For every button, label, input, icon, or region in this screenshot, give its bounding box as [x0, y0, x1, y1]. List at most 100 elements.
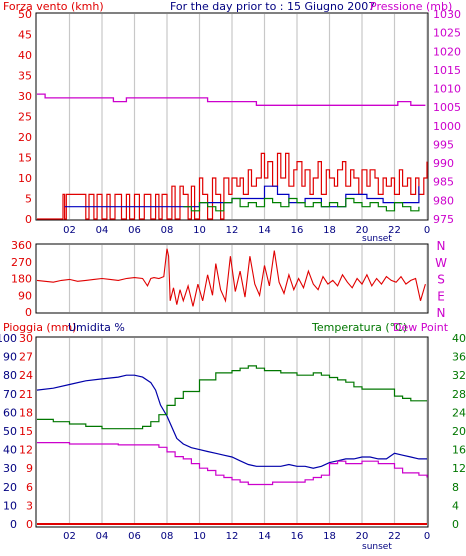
wind-time-tick-label: 14: [258, 225, 271, 236]
direction-line: [36, 248, 426, 307]
wind-time-tick-label: 16: [291, 225, 304, 236]
humidity-tick-label: 24: [19, 369, 33, 382]
wind-speed-label: Forza vento (kmh): [3, 0, 104, 13]
temperature-tick-label: 24: [452, 406, 466, 419]
humidity-tick-label: 9: [26, 462, 33, 475]
temperature-tick-label: 16: [452, 444, 466, 457]
chart-title: For the day prior to : 15 Giugno 2007: [170, 0, 375, 13]
temperature-tick-label: 40: [452, 332, 466, 345]
wind-time-axis: 02 04 06 08 10 12 14 16 18 20 22 0: [63, 225, 430, 236]
temperature-tick-label: 4: [452, 499, 459, 512]
humidity-time-tick-label: 14: [258, 531, 271, 542]
sunset-marker-bottom: sunset: [362, 542, 392, 552]
humidity-time-tick-label: 16: [291, 531, 304, 542]
humidity-tick-label: 3: [26, 499, 33, 512]
compass-label: E: [437, 289, 445, 303]
wind-time-tick-label: 20: [356, 225, 369, 236]
pressure-tick-label: 980: [433, 194, 454, 207]
humidity-time-tick-label: 06: [128, 531, 141, 542]
rain-tick-label: 30: [3, 462, 17, 475]
temperature-tick-label: 36: [452, 351, 466, 364]
humidity-axis: 0 3 6 9 12 15 18 21 24 27 30: [19, 332, 33, 531]
wind-time-tick-label: 08: [161, 225, 174, 236]
pressure-tick-label: 975: [433, 213, 454, 226]
wind-series: [37, 93, 428, 220]
humidity-time-tick-label: 12: [226, 531, 239, 542]
wind-speed-tick-label: 40: [18, 49, 32, 62]
wind-speed-tick-label: 5: [25, 193, 32, 206]
rain-tick-label: 60: [3, 406, 17, 419]
wind-time-tick-label: 06: [128, 225, 141, 236]
wind-speed-tick-label: 25: [18, 111, 32, 124]
pressure-tick-label: 995: [433, 138, 454, 151]
direction-tick-label: 90: [18, 289, 32, 302]
humidity-temperature-panel: 0102030405060708090100 03691215182124273…: [0, 321, 466, 552]
wind-time-tick-label: 22: [388, 225, 401, 236]
humidity-tick-label: 27: [19, 351, 33, 364]
direction-series: [36, 248, 426, 307]
humidity-line: [36, 374, 427, 469]
temperature-tick-label: 32: [452, 369, 466, 382]
humidity-time-tick-label: 0: [424, 531, 430, 542]
wind-speed-tick-label: 20: [18, 131, 32, 144]
humidity-time-axis: 02 04 06 08 10 12 14 16 18 20 22 0: [63, 531, 430, 542]
pressure-tick-label: 1000: [433, 120, 461, 133]
pressure-tick-label: 1015: [433, 64, 461, 77]
rain-tick-label: 70: [3, 388, 17, 401]
direction-tick-label: 0: [25, 306, 32, 319]
rain-axis: 0 10 20 30 40 50 60 70 80 90 100: [0, 332, 17, 531]
temperature-axis: 0 4 8 12 16 20 24 28 32 36 40: [452, 332, 466, 531]
direction-tick-label: 270: [11, 256, 32, 269]
compass-label: N: [437, 306, 446, 320]
wind-time-tick-label: 02: [63, 225, 76, 236]
humidity-time-tick-label: 10: [193, 531, 206, 542]
rain-tick-label: 100: [0, 332, 17, 345]
humidity-tick-label: 18: [19, 406, 33, 419]
wind_avg-line: [183, 197, 420, 212]
wind-speed-tick-label: 35: [18, 70, 32, 83]
wind-time-tick-label: 18: [323, 225, 336, 236]
wind-speed-tick-label: 15: [18, 152, 32, 165]
direction-degree-axis: 0 90 180 270 360: [11, 239, 32, 319]
humidity-label: Umidita %: [68, 321, 125, 334]
wind-time-tick-label: 0: [424, 225, 430, 236]
pressure-tick-label: 1030: [433, 8, 461, 21]
compass-label: N: [437, 239, 446, 253]
pressure-line: [37, 93, 426, 106]
humidity-time-tick-label: 04: [96, 531, 109, 542]
humidity-time-tick-label: 02: [63, 531, 76, 542]
humidity-time-tick-label: 18: [323, 531, 336, 542]
dew_point-line: [37, 442, 428, 486]
rain-tick-label: 0: [10, 518, 17, 531]
wind-speed-axis: 0 5 10 15 20 25 30 35 40 45 50: [18, 8, 32, 226]
dew-point-label: Dew Point: [393, 321, 449, 334]
compass-label: S: [437, 273, 445, 287]
pressure-axis: 975 980 985 990 995 1000 1005 1010 1015 1020 1025 1…: [433, 8, 461, 226]
humidity-time-tick-label: 08: [161, 531, 174, 542]
temperature-tick-label: 8: [452, 481, 459, 494]
humidity-time-tick-label: 20: [356, 531, 369, 542]
pressure-tick-label: 1020: [433, 45, 461, 58]
pressure-tick-label: 985: [433, 176, 454, 189]
temperature-tick-label: 12: [452, 462, 466, 475]
pressure-label: Pressione (mb): [370, 0, 452, 13]
wind-time-tick-label: 12: [226, 225, 239, 236]
wind-speed-tick-label: 10: [18, 172, 32, 185]
humidity-time-tick-label: 22: [388, 531, 401, 542]
wind-speed-tick-label: 30: [18, 90, 32, 103]
rain-tick-label: 20: [3, 481, 17, 494]
sunset-marker-top: sunset: [362, 234, 392, 244]
temperature-line: [37, 365, 427, 430]
wind-time-tick-label: 10: [193, 225, 206, 236]
rain-label: Pioggia (mm): [3, 321, 76, 334]
pressure-tick-label: 990: [433, 157, 454, 170]
temperature-tick-label: 20: [452, 425, 466, 438]
rain-tick-label: 40: [3, 444, 17, 457]
humidity-series: [36, 365, 428, 525]
temperature-tick-label: 0: [452, 518, 459, 531]
humidity-tick-label: 6: [26, 481, 33, 494]
temperature-label: Temperatura (°C): [311, 321, 407, 334]
humidity-tick-label: 12: [19, 444, 33, 457]
